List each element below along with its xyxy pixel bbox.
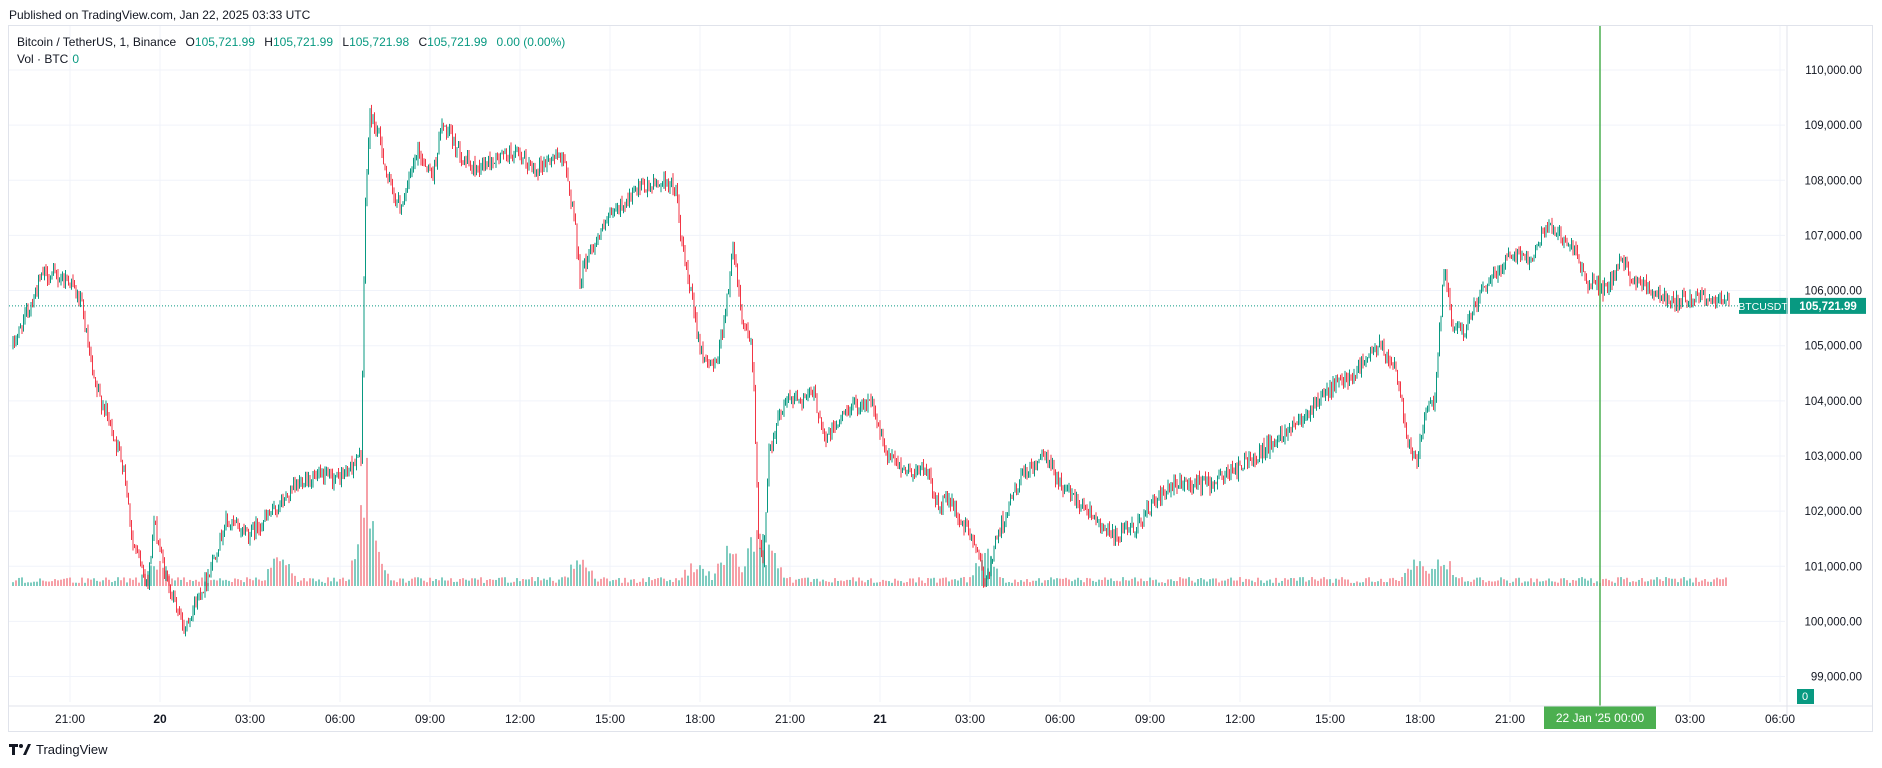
x-tick-label: 15:00 [1315, 712, 1345, 726]
x-tick-label: 18:00 [685, 712, 715, 726]
high-value: 105,721.99 [272, 35, 334, 49]
y-tick-label: 108,000.00 [1804, 175, 1862, 187]
x-tick-label: 09:00 [415, 712, 445, 726]
chart-grid [9, 26, 1785, 702]
high-label: H [264, 35, 273, 49]
close-label: C [418, 35, 428, 49]
y-tick-label: 106,000.00 [1804, 286, 1862, 298]
x-tick-label: 12:00 [505, 712, 535, 726]
crosshair-date-badge [1544, 706, 1656, 729]
y-tick-label: 100,000.00 [1804, 616, 1862, 628]
y-tick-label: 101,000.00 [1804, 561, 1862, 573]
y-tick-label: 103,000.00 [1804, 451, 1862, 463]
y-tick-label: 109,000.00 [1804, 120, 1862, 132]
x-tick-label: 15:00 [595, 712, 625, 726]
ohlc-legend: Bitcoin / TetherUS, 1, Binance O105,721.… [17, 35, 565, 49]
symbol-label: Bitcoin / TetherUS, 1, Binance [17, 35, 177, 49]
y-tick-label: 107,000.00 [1804, 230, 1862, 242]
y-tick-label: 105,000.00 [1804, 341, 1862, 353]
price-value-text: 105,721.99 [1799, 301, 1857, 313]
candlestick-series [12, 104, 1730, 637]
x-tick-label: 21:00 [55, 712, 85, 726]
change-value: 0.00 (0.00%) [496, 35, 566, 49]
low-label: L [342, 35, 350, 49]
y-tick-label: 104,000.00 [1804, 396, 1862, 408]
chart-axes: 110,000.00 109,000.00 108,000.00 107,000.00… [9, 26, 1873, 726]
volume-histogram [12, 457, 1727, 586]
open-label: O [185, 35, 195, 49]
x-tick-label: 03:00 [955, 712, 985, 726]
tradingview-logo-icon [9, 743, 31, 755]
price-symbol-text: BTCUSDT [1738, 301, 1788, 313]
x-tick-label: 20 [153, 712, 167, 726]
close-value: 105,721.99 [427, 35, 488, 49]
volume-legend: Vol · BTC 0 [17, 52, 79, 66]
volume-value: 0 [72, 52, 80, 66]
x-tick-label: 18:00 [1405, 712, 1435, 726]
published-caption: Published on TradingView.com, Jan 22, 20… [9, 8, 311, 22]
volume-badge-text: 0 [1802, 691, 1808, 703]
y-tick-label: 99,000.00 [1811, 672, 1862, 684]
x-tick-label: 12:00 [1225, 712, 1255, 726]
chart-overlays: BTCUSDT 105,721.99 0 22 Jan '25 00:00 [9, 26, 1866, 729]
tradingview-brand-text: TradingView [36, 742, 108, 757]
footer-brand[interactable]: TradingView [9, 742, 108, 757]
price-value-badge [1790, 297, 1866, 314]
y-tick-label: 110,000.00 [1805, 65, 1862, 77]
x-tick-label: 06:00 [1765, 712, 1795, 726]
x-tick-label: 06:00 [325, 712, 355, 726]
x-tick-label: 06:00 [1045, 712, 1075, 726]
low-value: 105,721.98 [349, 35, 410, 49]
x-tick-label: 03:00 [235, 712, 265, 726]
x-tick-label: 03:00 [1675, 712, 1705, 726]
volume-label: Vol · BTC [17, 52, 69, 66]
x-tick-label: 09:00 [1135, 712, 1165, 726]
crosshair-date-text: 22 Jan '25 00:00 [1556, 711, 1645, 725]
x-tick-label: 21:00 [1495, 712, 1525, 726]
y-tick-label: 102,000.00 [1804, 506, 1862, 518]
price-symbol-badge [1739, 297, 1788, 314]
x-tick-label: 21 [873, 712, 887, 726]
x-tick-label: 21:00 [775, 712, 805, 726]
chart-frame [8, 25, 1873, 732]
volume-value-badge [1797, 689, 1814, 704]
open-value: 105,721.99 [194, 35, 255, 49]
